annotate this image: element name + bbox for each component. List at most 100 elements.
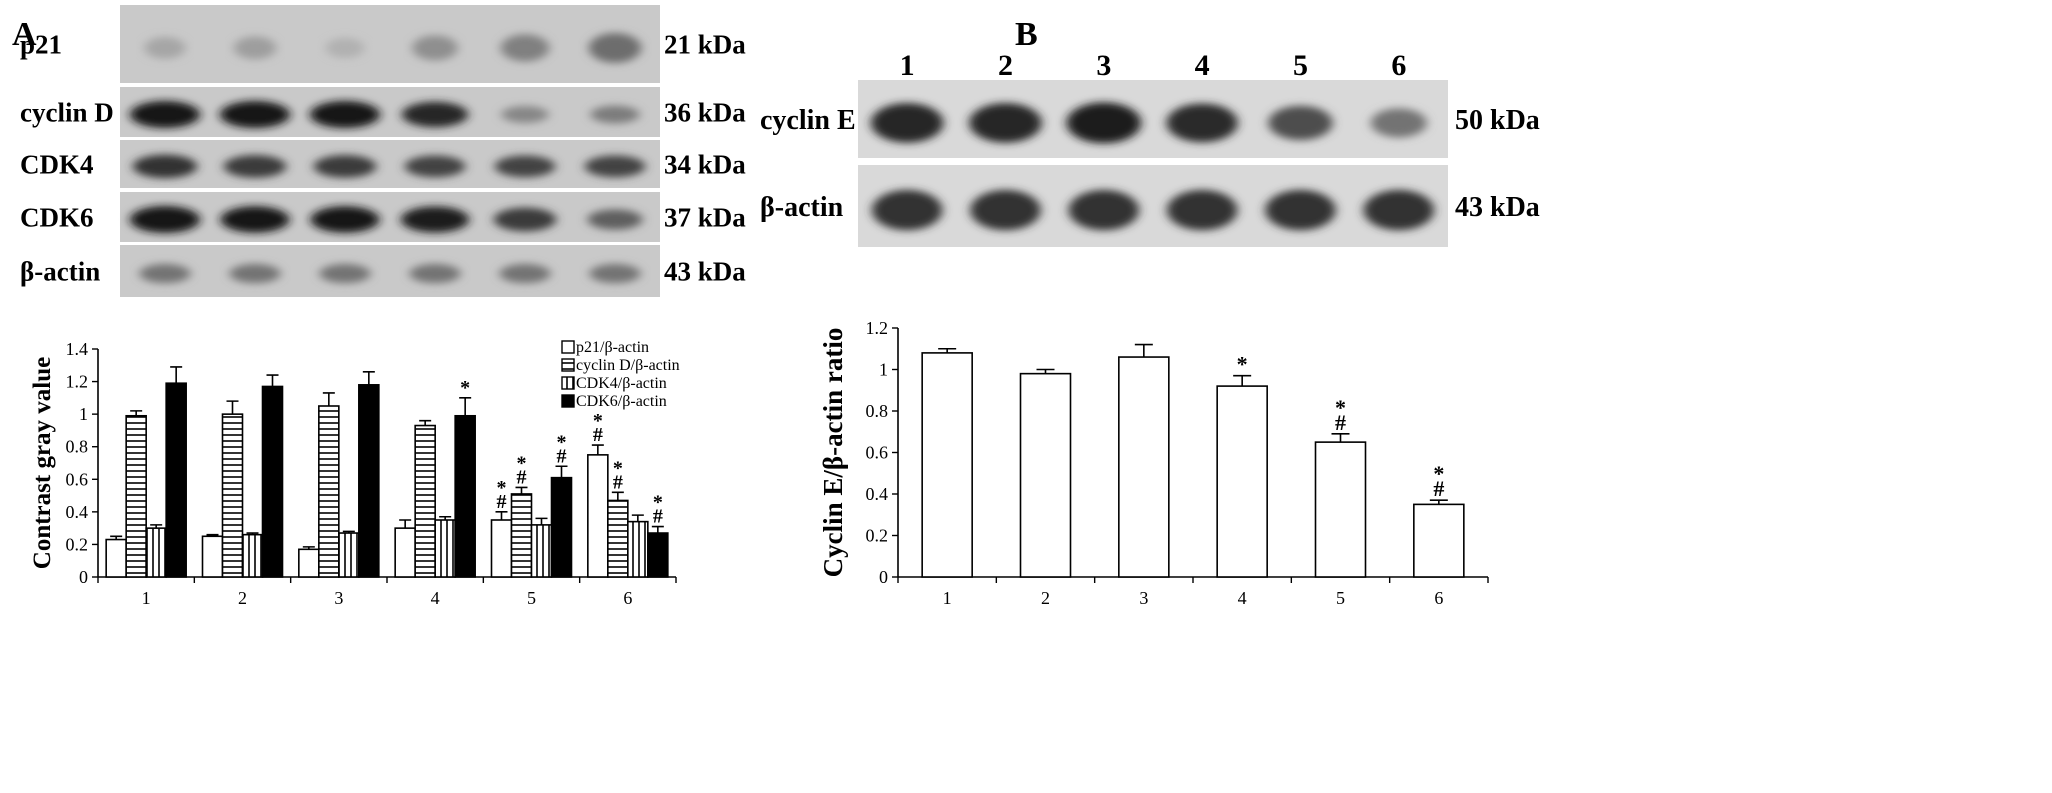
blot-band xyxy=(223,155,287,178)
blot-background xyxy=(858,165,1448,247)
molecular-weight-label: 34 kDa xyxy=(664,149,746,179)
significance-hash: # xyxy=(1335,410,1346,435)
error-bar xyxy=(459,397,472,416)
blot-background xyxy=(120,87,660,137)
panel-b: B 1 2 3 4 5 6 cyclin E 50 kDa β-actin 43 kDa 0 0.2… xyxy=(760,16,1540,608)
blot-band xyxy=(233,36,277,60)
blot-label: cyclin E xyxy=(760,105,856,136)
blot-band xyxy=(493,207,557,232)
error-bar xyxy=(535,517,548,525)
bar xyxy=(105,538,127,578)
blot-band xyxy=(309,100,381,129)
blot-band xyxy=(319,263,371,284)
blot-band xyxy=(139,263,191,284)
legend-label: cyclin D/β-actin xyxy=(576,357,680,374)
panel-a: A 1 2 3 4 5 6 p21 21 kDa cyclin D 36 kDa CDK4 34 kD… xyxy=(12,2,746,608)
blot-strip xyxy=(120,140,660,188)
error-bar xyxy=(1036,368,1055,374)
blot-band xyxy=(219,100,291,129)
significance-hash: # xyxy=(497,491,507,513)
bar xyxy=(510,493,533,578)
blot-band xyxy=(1068,189,1140,231)
y-tick-label: 0.2 xyxy=(866,526,889,546)
blot-strip xyxy=(858,80,1448,158)
legend-label: p21/β-actin xyxy=(576,339,649,356)
error-bar xyxy=(246,532,259,535)
lane-number-6: 6 xyxy=(1391,49,1406,82)
error-bar xyxy=(1331,433,1350,443)
bar xyxy=(530,524,553,578)
blot-band xyxy=(325,37,365,59)
blot-band xyxy=(229,263,281,284)
x-tick-label: 1 xyxy=(943,588,952,608)
y-tick-label: 0.4 xyxy=(66,502,89,522)
y-tick-label: 0.6 xyxy=(66,469,89,489)
x-tick-label: 2 xyxy=(238,588,247,608)
significance-asterisk: * xyxy=(557,431,567,453)
x-tick-label: 1 xyxy=(142,588,151,608)
blot-band xyxy=(970,189,1041,231)
molecular-weight-label: 50 kDa xyxy=(1455,105,1540,136)
blot-band xyxy=(409,263,461,284)
blot-background xyxy=(120,140,660,188)
panel-a-letter: A xyxy=(12,16,37,53)
blot-band xyxy=(588,32,642,63)
y-tick-label: 1.4 xyxy=(66,339,89,359)
error-bar xyxy=(266,374,279,387)
blot-band xyxy=(1370,108,1427,138)
significance-hash: # xyxy=(593,424,603,446)
bar xyxy=(165,382,187,578)
significance-asterisk: * xyxy=(517,452,527,474)
blot-label: p21 xyxy=(20,29,62,59)
bar xyxy=(318,405,340,578)
blot-band xyxy=(587,209,643,230)
blot-background xyxy=(858,80,1448,158)
bar xyxy=(1019,372,1072,578)
x-tick-label: 5 xyxy=(1336,588,1345,608)
blot-strip xyxy=(120,192,660,242)
lane-number-4: 4 xyxy=(1195,49,1210,82)
legend-label: CDK6/β-actin xyxy=(576,393,667,410)
bar xyxy=(627,520,649,578)
legend-label: CDK4/β-actin xyxy=(576,375,667,392)
y-tick-label: 1.2 xyxy=(866,318,889,338)
bar xyxy=(550,476,573,578)
bar xyxy=(201,535,224,578)
x-tick-label: 6 xyxy=(623,588,632,608)
bar xyxy=(647,532,669,578)
blot-background xyxy=(120,5,660,83)
significance-asterisk: * xyxy=(460,377,470,399)
y-tick-label: 0 xyxy=(79,567,88,587)
significance-hash: # xyxy=(653,506,663,528)
significance-hash: # xyxy=(557,445,567,467)
bar xyxy=(125,414,147,578)
bar xyxy=(241,533,264,578)
error-bar xyxy=(631,514,644,522)
blot-strip xyxy=(120,5,660,83)
error-bar xyxy=(130,410,143,416)
blot-band xyxy=(220,206,290,233)
x-tick-label: 4 xyxy=(431,588,440,608)
error-bar xyxy=(362,371,375,385)
x-tick-label: 3 xyxy=(1139,588,1148,608)
molecular-weight-label: 43 kDa xyxy=(664,256,746,286)
error-bar xyxy=(399,519,412,529)
blot-band xyxy=(1268,105,1333,141)
error-bar xyxy=(1429,499,1448,505)
bar xyxy=(338,532,360,578)
molecular-weight-label: 21 kDa xyxy=(664,29,746,59)
blot-band xyxy=(871,189,943,231)
y-tick-label: 1 xyxy=(879,360,888,380)
error-bar xyxy=(555,465,568,478)
y-tick-label: 0.2 xyxy=(66,534,89,554)
blot-background xyxy=(120,192,660,242)
bar xyxy=(490,519,513,578)
blot-band xyxy=(1265,189,1336,231)
blot-band xyxy=(1363,189,1435,231)
bar xyxy=(1118,356,1170,578)
legend-swatch xyxy=(561,394,575,408)
error-bar xyxy=(495,511,508,520)
blot-label: β-actin xyxy=(20,256,100,286)
